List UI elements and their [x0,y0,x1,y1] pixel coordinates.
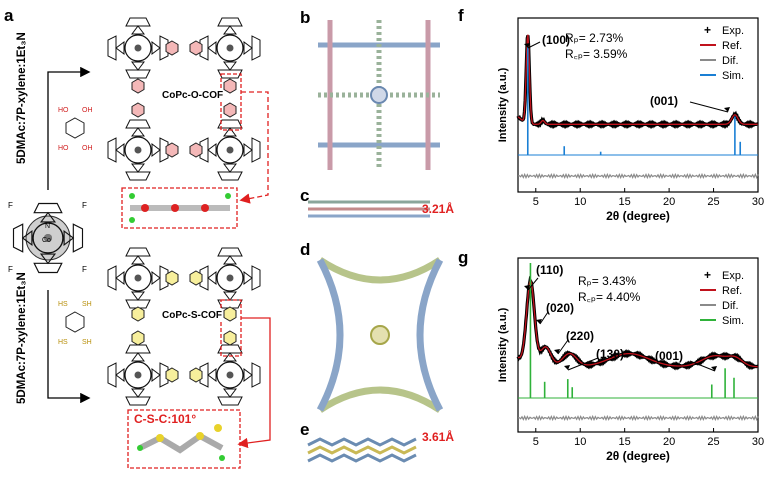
thiol-label: SH [82,339,92,346]
annotation-arrow [567,357,599,371]
fluorine-atom-label: F [8,265,13,274]
legend-label: Ref. [722,40,742,52]
peak-annotation: (020) [546,301,574,315]
fluorine-atom-label: F [8,201,13,210]
thiol-label: HS [58,301,68,308]
ref-trace [517,34,758,125]
bond-angle-label: C-S-C:101° [134,412,197,426]
nitrogen-atom-label: N [45,223,50,230]
x-tick-label: 20 [663,436,675,448]
structure-models [307,20,444,463]
hydroxyl-label: HO [58,107,69,114]
panel-e-model [307,437,417,463]
x-tick-label: 20 [663,196,675,208]
legend-label: Sim. [722,315,744,327]
thiol-label: SH [82,301,92,308]
xrd-chart-f: 5 10 15 20 25 30 2θ (degree) Intensity (a.u.) Rₚ… [497,17,764,223]
legend-label: Ref. [722,285,742,297]
panel-d-model [316,257,444,413]
rp-value: Rₚ= 2.73% [565,31,624,45]
peak-annotation: (110) [536,263,563,277]
peak-annotation: (220) [566,329,594,343]
fluorine-atom-label: F [82,201,87,210]
panel-c-model [308,200,430,218]
legend-marker: + [704,268,711,282]
ref-trace [517,280,758,368]
cof-o-name: CoPc-O-COF [161,90,225,101]
hydroxyl-label: OH [82,107,93,114]
legend-label: Dif. [722,55,739,67]
panel-a-scheme: F F F F N Co HO OH HO OH [8,17,271,469]
annotation-arrowhead [711,366,717,371]
panel-label-g: g [458,248,469,267]
legend-label: Sim. [722,70,744,82]
panel-label-a: a [4,6,14,25]
cof-o-stack-model [129,193,231,223]
x-tick-label: 25 [707,436,719,448]
annotation-arrow [527,277,539,291]
annotation-arrow [539,311,549,325]
annotation-arrowhead [536,319,542,324]
y-axis-label: Intensity (a.u.) [497,67,509,142]
annotation-arrowhead [554,349,560,354]
x-tick-label: 25 [707,196,719,208]
fluorine-atom-label: F [82,265,87,274]
peak-annotation: (001) [650,94,678,108]
annotation-arrowhead [524,43,530,48]
x-tick-label: 15 [619,196,631,208]
panel-label-e: e [300,420,310,439]
x-tick-label: 10 [574,196,586,208]
annotation-arrow [689,101,729,113]
peak-annotation: (001) [655,349,683,363]
panel-label-d: d [300,240,311,259]
cof-s-name: CoPc-S-COF [161,310,223,321]
xrd-chart-g: 5 10 15 20 25 30 2θ (degree) Intensity (a.u.) Rₚ… [497,257,764,463]
panel-label-c: c [300,186,310,205]
annotation-arrowhead [724,107,730,112]
cof-s-stack-model [137,424,225,461]
x-tick-label: 10 [574,436,586,448]
thiol-label: HS [58,339,68,346]
hydroxyl-label: HO [58,145,69,152]
legend-marker: + [704,23,711,37]
x-tick-label: 15 [619,436,631,448]
x-tick-label: 5 [533,196,539,208]
panel-b-model [318,20,440,170]
x-axis-label: 2θ (degree) [606,449,670,463]
annotation-arrowhead [564,365,570,370]
legend-label: Exp. [722,270,744,282]
cof-s-framework [107,247,261,406]
dif-trace [517,172,759,180]
layer-spacing-c: 3.21Å [422,202,455,216]
x-tick-label: 30 [752,196,764,208]
annotation-arrow [557,339,569,355]
plot-frame [517,257,759,433]
x-tick-label: 30 [752,436,764,448]
rwp-value: R꜀ₚ= 3.59% [565,47,628,61]
y-axis-label: Intensity (a.u.) [497,307,509,382]
panel-label-f: f [458,6,464,25]
rp-value: Rₚ= 3.43% [578,274,637,288]
cobalt-atom-label: Co [42,237,51,244]
annotation-arrow [689,360,716,372]
x-tick-label: 5 [533,436,539,448]
layer-spacing-e: 3.61Å [422,430,455,444]
x-axis-label: 2θ (degree) [606,209,670,223]
hydroxyl-label: OH [82,145,93,152]
panel-label-b: b [300,8,311,27]
annotation-arrowhead [524,285,530,290]
legend-label: Exp. [722,25,744,37]
annotation-arrow [527,41,541,49]
plot-frame [517,17,759,193]
peak-annotation: (100) [542,33,570,47]
legend-label: Dif. [722,300,739,312]
rwp-value: R꜀ₚ= 4.40% [578,290,641,304]
peak-annotation: (130) [596,347,624,361]
dif-trace [517,414,759,422]
